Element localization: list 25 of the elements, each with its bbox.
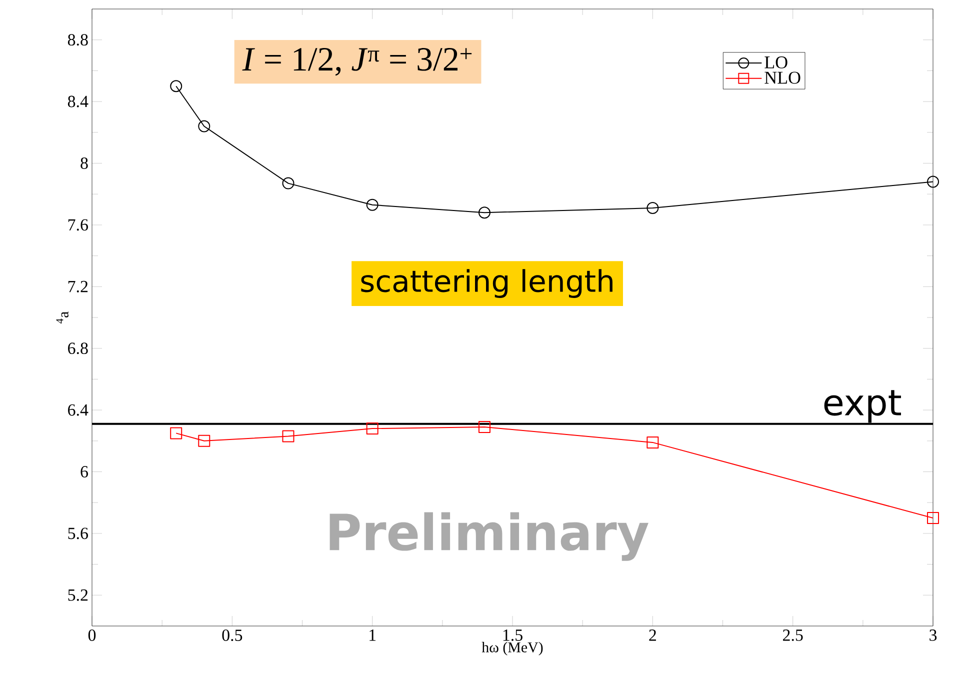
y-tick-label: 6 [80, 466, 88, 478]
legend-label: NLO [764, 72, 800, 84]
y-tick-label: 8.4 [68, 96, 88, 108]
y-tick-label: 8.8 [68, 34, 88, 46]
x-tick-label: 0 [88, 630, 96, 641]
y-axis-title: $^{4}$a [56, 312, 68, 324]
y-tick-label: 6.8 [68, 342, 88, 354]
x-tick-label: 0.5 [222, 630, 242, 642]
ref-line-label: expt [824, 390, 901, 423]
x-tick-label: 1.5 [503, 630, 522, 641]
y-tick-label: 5.2 [68, 589, 88, 601]
y-tick-label: 5.6 [68, 528, 88, 540]
annotation: Preliminary [330, 512, 648, 561]
x-tick-label: 2.5 [783, 630, 803, 641]
y-tick-label: 7.2 [68, 280, 88, 292]
legend-label: LO [764, 56, 788, 68]
text: I = 1/2, J$^{π}$ = 3/2$^{+}$ [242, 48, 472, 76]
x-tick-label: 1 [370, 630, 376, 641]
x-tick-label: 2 [649, 630, 656, 641]
y-tick-label: 6.4 [68, 404, 88, 416]
x-axis-title: hω (MeV) [482, 642, 543, 656]
y-tick-label: 8 [80, 158, 88, 169]
x-tick-label: 3 [930, 630, 937, 641]
y-tick-label: 7.6 [68, 219, 88, 231]
annotation: scattering length [361, 269, 612, 298]
